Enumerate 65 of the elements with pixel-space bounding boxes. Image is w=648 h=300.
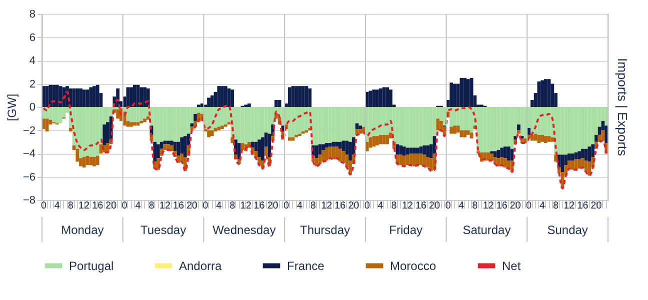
y-axis-title: [GW]	[4, 94, 19, 122]
x-tick-label: 12	[321, 200, 333, 212]
x-tick-label: 12	[482, 200, 494, 212]
x-tick-label: 0	[526, 200, 532, 212]
x-tick-label: 4	[540, 200, 546, 212]
text: Thursday	[300, 223, 350, 237]
legend-label: Morocco	[390, 258, 436, 273]
x-tick-label: 12	[78, 200, 90, 212]
x-tick-label: 20	[106, 200, 118, 212]
x-tick-label: 8	[68, 200, 74, 212]
y-tick-label: −6	[22, 171, 36, 184]
y-tick-label: 2	[29, 78, 36, 90]
x-tick-label: 4	[296, 200, 303, 212]
x-tick-label: 8	[553, 200, 559, 212]
x-tick-label: 20	[186, 200, 198, 212]
x-tick-label: 8	[148, 200, 155, 212]
x-tick-label: 16	[254, 200, 266, 212]
x-tick-label: 0	[122, 200, 128, 212]
x-tick-label: 0	[364, 200, 370, 212]
x-tick-label: 0	[283, 200, 290, 212]
y-tick-label: 6	[29, 32, 36, 44]
text: Wednesday	[212, 223, 276, 237]
y-tick-label: −2	[22, 124, 36, 137]
x-tick-label: 16	[334, 200, 346, 212]
text: Friday	[389, 223, 423, 237]
x-tick-label: 8	[391, 200, 398, 212]
x-tick-label: 16	[415, 200, 428, 212]
x-tick-label: 16	[172, 200, 184, 212]
x-tick-label: 20	[510, 200, 522, 212]
x-tick-label: 4	[458, 200, 465, 212]
text: Sunday	[547, 223, 588, 237]
x-tick-label: 4	[54, 200, 60, 212]
y-tick-label: 0	[29, 102, 36, 114]
x-tick-label: 8	[472, 200, 478, 212]
x-tick-label: 20	[267, 200, 279, 212]
x-tick-label: 16	[92, 200, 104, 212]
y-tick-label: −8	[22, 194, 36, 206]
legend-label: France	[287, 258, 325, 273]
y2-axis-title: Imports | Exports	[615, 58, 630, 157]
y-tick-label: 4	[29, 55, 36, 67]
x-tick-label: 20	[590, 200, 602, 212]
x-tick-label: 4	[378, 200, 384, 212]
text: Monday	[61, 223, 104, 237]
x-tick-label: 0	[445, 200, 452, 212]
x-tick-label: 0	[202, 200, 209, 212]
x-tick-label: 12	[159, 200, 171, 212]
legend-label: Portugal	[69, 258, 114, 273]
x-tick-label: 4	[135, 200, 142, 212]
x-tick-label: 20	[348, 200, 360, 212]
text: Saturday	[462, 223, 511, 237]
x-tick-label: 4	[216, 200, 222, 212]
y-tick-label: 8	[29, 8, 36, 20]
x-tick-label: 20	[428, 200, 440, 212]
x-tick-label: 16	[577, 200, 589, 212]
x-tick-label: 8	[310, 200, 316, 212]
text: Tuesday	[140, 223, 186, 237]
x-tick-label: 12	[564, 200, 576, 212]
y-tick-label: −4	[22, 148, 36, 160]
x-tick-label: 8	[230, 200, 236, 212]
x-tick-label: 12	[240, 200, 252, 212]
x-tick-label: 16	[496, 200, 508, 212]
legend-label: Andorra	[179, 258, 222, 273]
legend-label: Net	[502, 258, 522, 273]
x-tick-label: 0	[40, 200, 47, 212]
x-tick-label: 12	[402, 200, 414, 212]
